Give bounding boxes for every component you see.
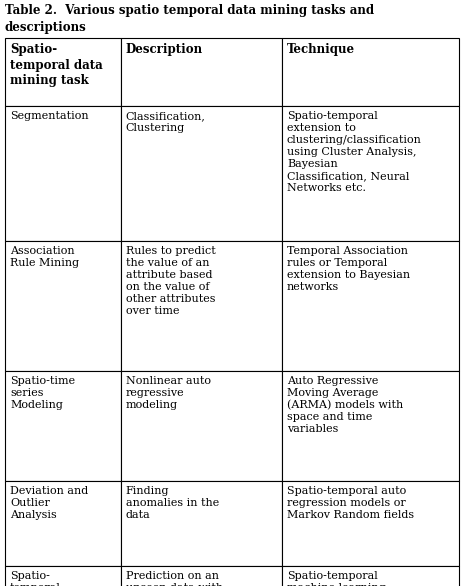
Text: Association
Rule Mining: Association Rule Mining bbox=[10, 246, 79, 268]
Text: Table 2.  Various spatio temporal data mining tasks and: Table 2. Various spatio temporal data mi… bbox=[5, 4, 373, 17]
Bar bbox=[120, 106, 282, 241]
Text: Prediction on an
unseen data with
the developed: Prediction on an unseen data with the de… bbox=[125, 571, 222, 586]
Bar bbox=[5, 481, 120, 566]
Bar bbox=[5, 566, 120, 586]
Text: Spatio-
temporal
Forecast: Spatio- temporal Forecast bbox=[10, 571, 61, 586]
Bar bbox=[5, 38, 120, 106]
Text: Spatio-
temporal data
mining task: Spatio- temporal data mining task bbox=[10, 43, 102, 87]
Text: Spatio-time
series
Modeling: Spatio-time series Modeling bbox=[10, 376, 75, 410]
Text: Classification,
Clustering: Classification, Clustering bbox=[125, 111, 205, 133]
Bar bbox=[282, 106, 458, 241]
Bar bbox=[282, 481, 458, 566]
Text: Deviation and
Outlier
Analysis: Deviation and Outlier Analysis bbox=[10, 486, 88, 520]
Text: Rules to predict
the value of an
attribute based
on the value of
other attribute: Rules to predict the value of an attribu… bbox=[125, 246, 215, 316]
Text: Auto Regressive
Moving Average
(ARMA) models with
space and time
variables: Auto Regressive Moving Average (ARMA) mo… bbox=[286, 376, 402, 434]
Text: Description: Description bbox=[125, 43, 202, 56]
Bar bbox=[282, 566, 458, 586]
Bar bbox=[120, 38, 282, 106]
Bar bbox=[282, 38, 458, 106]
Bar bbox=[120, 566, 282, 586]
Bar bbox=[120, 371, 282, 481]
Bar bbox=[5, 241, 120, 371]
Bar bbox=[5, 371, 120, 481]
Bar bbox=[120, 481, 282, 566]
Text: Finding
anomalies in the
data: Finding anomalies in the data bbox=[125, 486, 219, 520]
Bar bbox=[5, 106, 120, 241]
Text: Spatio-temporal
extension to
clustering/classification
using Cluster Analysis,
B: Spatio-temporal extension to clustering/… bbox=[286, 111, 421, 193]
Text: Spatio-temporal auto
regression models or
Markov Random fields: Spatio-temporal auto regression models o… bbox=[286, 486, 413, 520]
Text: Technique: Technique bbox=[286, 43, 354, 56]
Text: descriptions: descriptions bbox=[5, 21, 87, 34]
Bar bbox=[120, 241, 282, 371]
Bar bbox=[282, 241, 458, 371]
Text: Temporal Association
rules or Temporal
extension to Bayesian
networks: Temporal Association rules or Temporal e… bbox=[286, 246, 409, 292]
Bar bbox=[282, 371, 458, 481]
Text: Nonlinear auto
regressive
modeling: Nonlinear auto regressive modeling bbox=[125, 376, 210, 410]
Text: Spatio-temporal
machine learning: Spatio-temporal machine learning bbox=[286, 571, 385, 586]
Text: Segmentation: Segmentation bbox=[10, 111, 88, 121]
